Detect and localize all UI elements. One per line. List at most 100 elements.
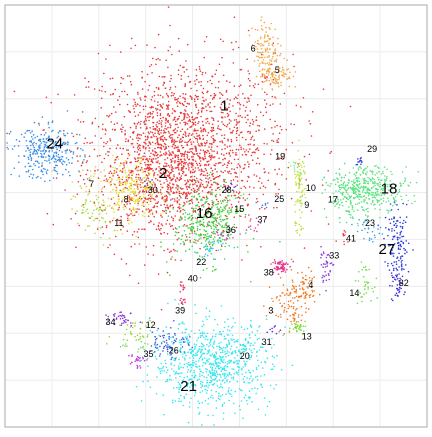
data-point bbox=[157, 112, 159, 114]
data-point bbox=[271, 79, 273, 81]
data-point bbox=[136, 179, 138, 181]
data-point bbox=[304, 321, 306, 323]
data-point bbox=[260, 45, 262, 47]
data-point bbox=[288, 301, 290, 303]
data-point bbox=[212, 76, 214, 78]
data-point bbox=[394, 203, 396, 205]
data-point bbox=[93, 220, 95, 222]
data-point bbox=[189, 162, 191, 164]
data-point bbox=[97, 169, 99, 171]
data-point bbox=[250, 343, 252, 345]
data-point bbox=[278, 138, 280, 140]
data-point bbox=[203, 171, 205, 173]
data-point bbox=[407, 200, 409, 202]
data-point bbox=[240, 166, 242, 168]
data-point bbox=[358, 177, 360, 179]
data-point bbox=[364, 182, 366, 184]
data-point bbox=[214, 269, 216, 271]
data-point bbox=[31, 158, 33, 160]
data-point bbox=[133, 131, 135, 133]
data-point bbox=[259, 349, 261, 351]
data-point bbox=[228, 340, 230, 342]
data-point bbox=[239, 409, 241, 411]
data-point bbox=[48, 158, 50, 160]
data-point bbox=[190, 141, 192, 143]
data-point bbox=[186, 142, 188, 144]
data-point bbox=[200, 81, 202, 83]
data-point bbox=[374, 208, 376, 210]
data-point bbox=[201, 346, 203, 348]
data-point bbox=[287, 290, 289, 292]
data-point bbox=[166, 139, 168, 141]
data-point bbox=[359, 198, 361, 200]
data-point bbox=[188, 169, 190, 171]
data-point bbox=[207, 150, 209, 152]
data-point bbox=[264, 81, 266, 83]
data-point bbox=[260, 246, 262, 248]
data-point bbox=[100, 237, 102, 239]
data-point bbox=[83, 207, 85, 209]
data-point bbox=[222, 41, 224, 43]
data-point bbox=[174, 117, 176, 119]
data-point bbox=[272, 363, 274, 365]
data-point bbox=[376, 183, 378, 185]
data-point bbox=[184, 357, 186, 359]
data-point bbox=[269, 401, 271, 403]
data-point bbox=[134, 325, 136, 327]
data-point bbox=[127, 190, 129, 192]
data-point bbox=[267, 62, 269, 64]
data-point bbox=[237, 363, 239, 365]
data-point bbox=[254, 342, 256, 344]
data-point bbox=[247, 251, 249, 253]
data-point bbox=[168, 215, 170, 217]
data-point bbox=[251, 155, 253, 157]
data-point bbox=[185, 240, 187, 242]
data-point bbox=[270, 385, 272, 387]
data-point bbox=[301, 184, 303, 186]
data-point bbox=[226, 202, 228, 204]
data-point bbox=[262, 54, 264, 56]
data-point bbox=[212, 266, 214, 268]
data-point bbox=[305, 275, 307, 277]
data-point bbox=[224, 377, 226, 379]
data-point bbox=[205, 316, 207, 318]
data-point bbox=[134, 151, 136, 153]
data-point bbox=[197, 113, 199, 115]
data-point bbox=[377, 177, 379, 179]
data-point bbox=[187, 103, 189, 105]
data-point bbox=[199, 145, 201, 147]
data-point bbox=[65, 152, 67, 154]
data-point bbox=[180, 141, 182, 143]
data-point bbox=[213, 238, 215, 240]
data-point bbox=[293, 314, 295, 316]
data-point bbox=[197, 407, 199, 409]
data-point bbox=[301, 228, 303, 230]
data-point bbox=[249, 133, 251, 135]
data-point bbox=[151, 64, 153, 66]
data-point bbox=[231, 42, 233, 44]
data-point bbox=[356, 184, 358, 186]
data-point bbox=[207, 361, 209, 363]
data-point bbox=[185, 124, 187, 126]
data-point bbox=[299, 184, 301, 186]
data-point bbox=[227, 375, 229, 377]
data-point bbox=[132, 327, 134, 329]
data-point bbox=[194, 170, 196, 172]
data-point bbox=[274, 96, 276, 98]
data-point bbox=[259, 57, 261, 59]
data-point bbox=[170, 226, 172, 228]
data-point bbox=[240, 148, 242, 150]
data-point bbox=[220, 374, 222, 376]
data-point bbox=[163, 250, 165, 252]
data-point bbox=[219, 92, 221, 94]
data-point bbox=[280, 314, 282, 316]
data-point bbox=[222, 172, 224, 174]
data-point bbox=[87, 212, 89, 214]
data-point bbox=[239, 197, 241, 199]
data-point bbox=[203, 150, 205, 152]
data-point bbox=[169, 136, 171, 138]
data-point bbox=[210, 130, 212, 132]
data-point bbox=[211, 235, 213, 237]
data-point bbox=[226, 344, 228, 346]
data-point bbox=[102, 233, 104, 235]
